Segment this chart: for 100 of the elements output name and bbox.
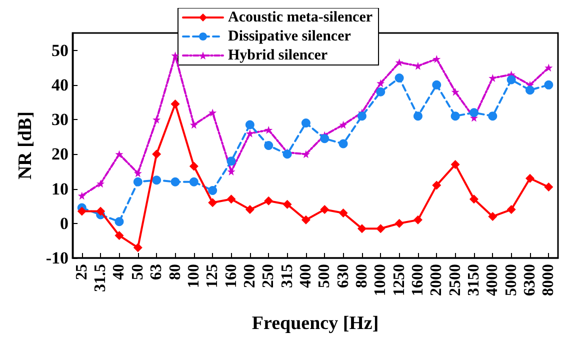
x-tick-label: 200 — [241, 264, 258, 288]
point — [488, 212, 498, 221]
point — [432, 180, 442, 190]
point — [133, 243, 142, 252]
point — [227, 167, 236, 176]
x-tick-label: 1250 — [390, 264, 408, 296]
point — [226, 156, 236, 166]
point — [394, 74, 404, 82]
x-tick-label: 1000 — [372, 264, 390, 296]
x-tick-label: 500 — [316, 264, 334, 288]
point — [134, 169, 142, 178]
x-tick-label: 160 — [222, 264, 240, 288]
point — [450, 160, 460, 170]
point — [96, 180, 105, 188]
point — [152, 150, 162, 159]
point — [488, 74, 497, 82]
point — [282, 150, 292, 159]
x-tick-label: 4000 — [484, 264, 502, 296]
point — [114, 231, 124, 240]
x-tick-label: 6300 — [521, 264, 538, 296]
point — [469, 194, 478, 204]
x-tick-label: 5000 — [502, 264, 520, 296]
point — [338, 208, 348, 218]
legend-label: Acoustic meta-silencer — [228, 10, 373, 26]
point — [526, 86, 534, 95]
point — [170, 177, 180, 186]
x-tick-label: 1600 — [409, 264, 426, 296]
point — [96, 206, 106, 216]
point — [301, 118, 310, 128]
point — [171, 52, 180, 60]
point — [152, 116, 161, 124]
point — [338, 139, 348, 148]
y-tick-label: -10 — [46, 248, 69, 268]
point — [320, 134, 330, 144]
x-tick-label: 315 — [278, 264, 296, 288]
point — [189, 177, 198, 186]
point — [469, 108, 478, 118]
point — [208, 198, 218, 208]
point — [320, 205, 330, 214]
point — [394, 218, 404, 228]
point — [450, 112, 460, 121]
point — [544, 182, 554, 192]
x-tick-label: 630 — [334, 264, 352, 288]
point — [451, 88, 460, 96]
point — [189, 162, 198, 171]
x-tick-label: 125 — [204, 264, 222, 288]
point — [190, 120, 198, 129]
point — [245, 205, 254, 214]
x-tick-label: 40 — [110, 264, 128, 280]
point — [506, 75, 516, 84]
point — [208, 186, 218, 195]
point — [413, 112, 422, 121]
point — [339, 120, 348, 129]
x-tick-label: 100 — [185, 264, 202, 288]
point — [525, 174, 534, 183]
point — [432, 54, 441, 63]
point — [357, 224, 366, 234]
y-tick-label: 10 — [52, 179, 69, 198]
point — [246, 129, 254, 138]
point — [208, 108, 217, 117]
point — [395, 58, 404, 66]
point — [152, 176, 162, 185]
y-tick-label: 30 — [52, 110, 69, 130]
x-tick-label: 50 — [129, 264, 146, 280]
point — [264, 196, 274, 206]
x-tick-label: 400 — [297, 264, 314, 288]
x-tick-label: 8000 — [540, 264, 558, 296]
point — [78, 192, 86, 200]
x-tick-label: 25 — [73, 264, 90, 280]
x-tick-label: 31.5 — [92, 264, 110, 292]
point — [245, 120, 254, 130]
point — [77, 206, 86, 216]
point — [226, 194, 236, 204]
point — [432, 80, 442, 90]
point — [506, 205, 516, 214]
point — [301, 215, 310, 224]
x-tick-label: 80 — [166, 264, 184, 280]
x-tick-label: 2500 — [446, 264, 464, 296]
point — [264, 141, 274, 150]
x-tick-label: 250 — [260, 264, 278, 288]
x-tick-label: 800 — [353, 264, 370, 288]
point — [357, 112, 366, 121]
point — [115, 150, 124, 158]
point — [488, 112, 498, 121]
legend-label: Hybrid silencer — [228, 48, 328, 64]
y-tick-label: 40 — [52, 75, 69, 94]
point — [264, 126, 273, 134]
y-tick-label: 50 — [52, 40, 69, 60]
legend-label: Dissipative silencer — [228, 28, 352, 44]
y-tick-label: 20 — [52, 144, 69, 164]
point — [544, 80, 554, 90]
y-tick-label: 0 — [60, 214, 69, 233]
y-axis-title: NR [dB] — [15, 111, 36, 180]
x-tick-label: 3150 — [465, 264, 482, 296]
point — [133, 177, 142, 186]
x-tick-label: 2000 — [428, 264, 446, 296]
point — [376, 87, 386, 96]
point — [544, 64, 553, 72]
point — [376, 224, 386, 234]
x-tick-label: 63 — [148, 264, 166, 280]
